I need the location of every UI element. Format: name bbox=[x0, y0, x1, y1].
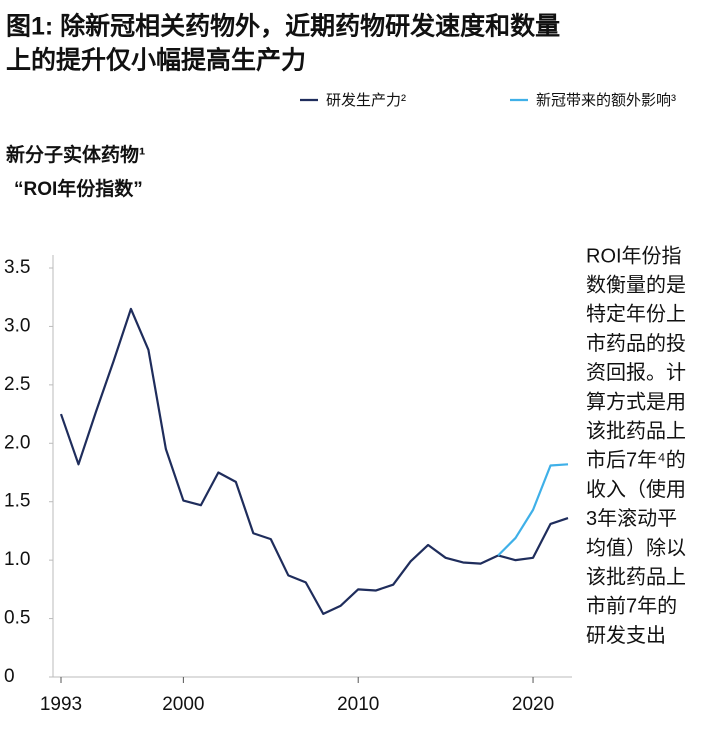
annotation: 市后7年⁴的 bbox=[586, 449, 686, 472]
legend-label: 研发生产力² bbox=[326, 92, 406, 109]
annotation: 市前7年的 bbox=[586, 595, 677, 618]
annotation: 该批药品上 bbox=[586, 565, 686, 588]
x-tick-label: 2010 bbox=[337, 694, 379, 715]
annotation: 研发支出 bbox=[586, 624, 666, 647]
annotation: 收入（使用 bbox=[586, 478, 686, 501]
x-tick-label: 1993 bbox=[40, 694, 82, 715]
annotation: 均值）除以 bbox=[586, 536, 686, 559]
y-tick-label: 0.5 bbox=[4, 608, 30, 629]
series-line bbox=[59, 307, 569, 615]
legend-label: 新冠带来的额外影响³ bbox=[536, 92, 676, 109]
annotation: 3年滚动平 bbox=[586, 507, 677, 530]
y-tick-label: 2.0 bbox=[4, 432, 30, 453]
annotation: 该批药品上 bbox=[586, 419, 686, 442]
annotation: ROI年份指 bbox=[586, 244, 682, 267]
y-tick-label: 1.5 bbox=[4, 491, 30, 512]
y-tick-label: 3.0 bbox=[4, 315, 30, 336]
chart-title: 图1: 除新冠相关药物外，近期药物研发速度和数量 bbox=[6, 12, 560, 41]
y-axis-title: 新分子实体药物¹ bbox=[6, 143, 145, 166]
y-tick-label: 0 bbox=[4, 666, 15, 687]
y-tick-label: 2.5 bbox=[4, 374, 30, 395]
annotation: 资回报。计 bbox=[586, 361, 686, 384]
x-tick-label: 2000 bbox=[162, 694, 204, 715]
annotation: 特定年份上 bbox=[586, 303, 686, 326]
y-tick-label: 1.0 bbox=[4, 549, 30, 570]
y-axis-title: “ROI年份指数” bbox=[14, 177, 143, 200]
annotation: 市药品的投 bbox=[586, 332, 686, 355]
y-tick-label: 3.5 bbox=[4, 257, 30, 278]
annotation: 数衡量的是 bbox=[586, 273, 686, 296]
series-line bbox=[497, 463, 569, 557]
x-tick-label: 2020 bbox=[512, 694, 554, 715]
chart-title: 上的提升仅小幅提高生产力 bbox=[6, 46, 306, 75]
annotation: 算方式是用 bbox=[586, 390, 686, 413]
